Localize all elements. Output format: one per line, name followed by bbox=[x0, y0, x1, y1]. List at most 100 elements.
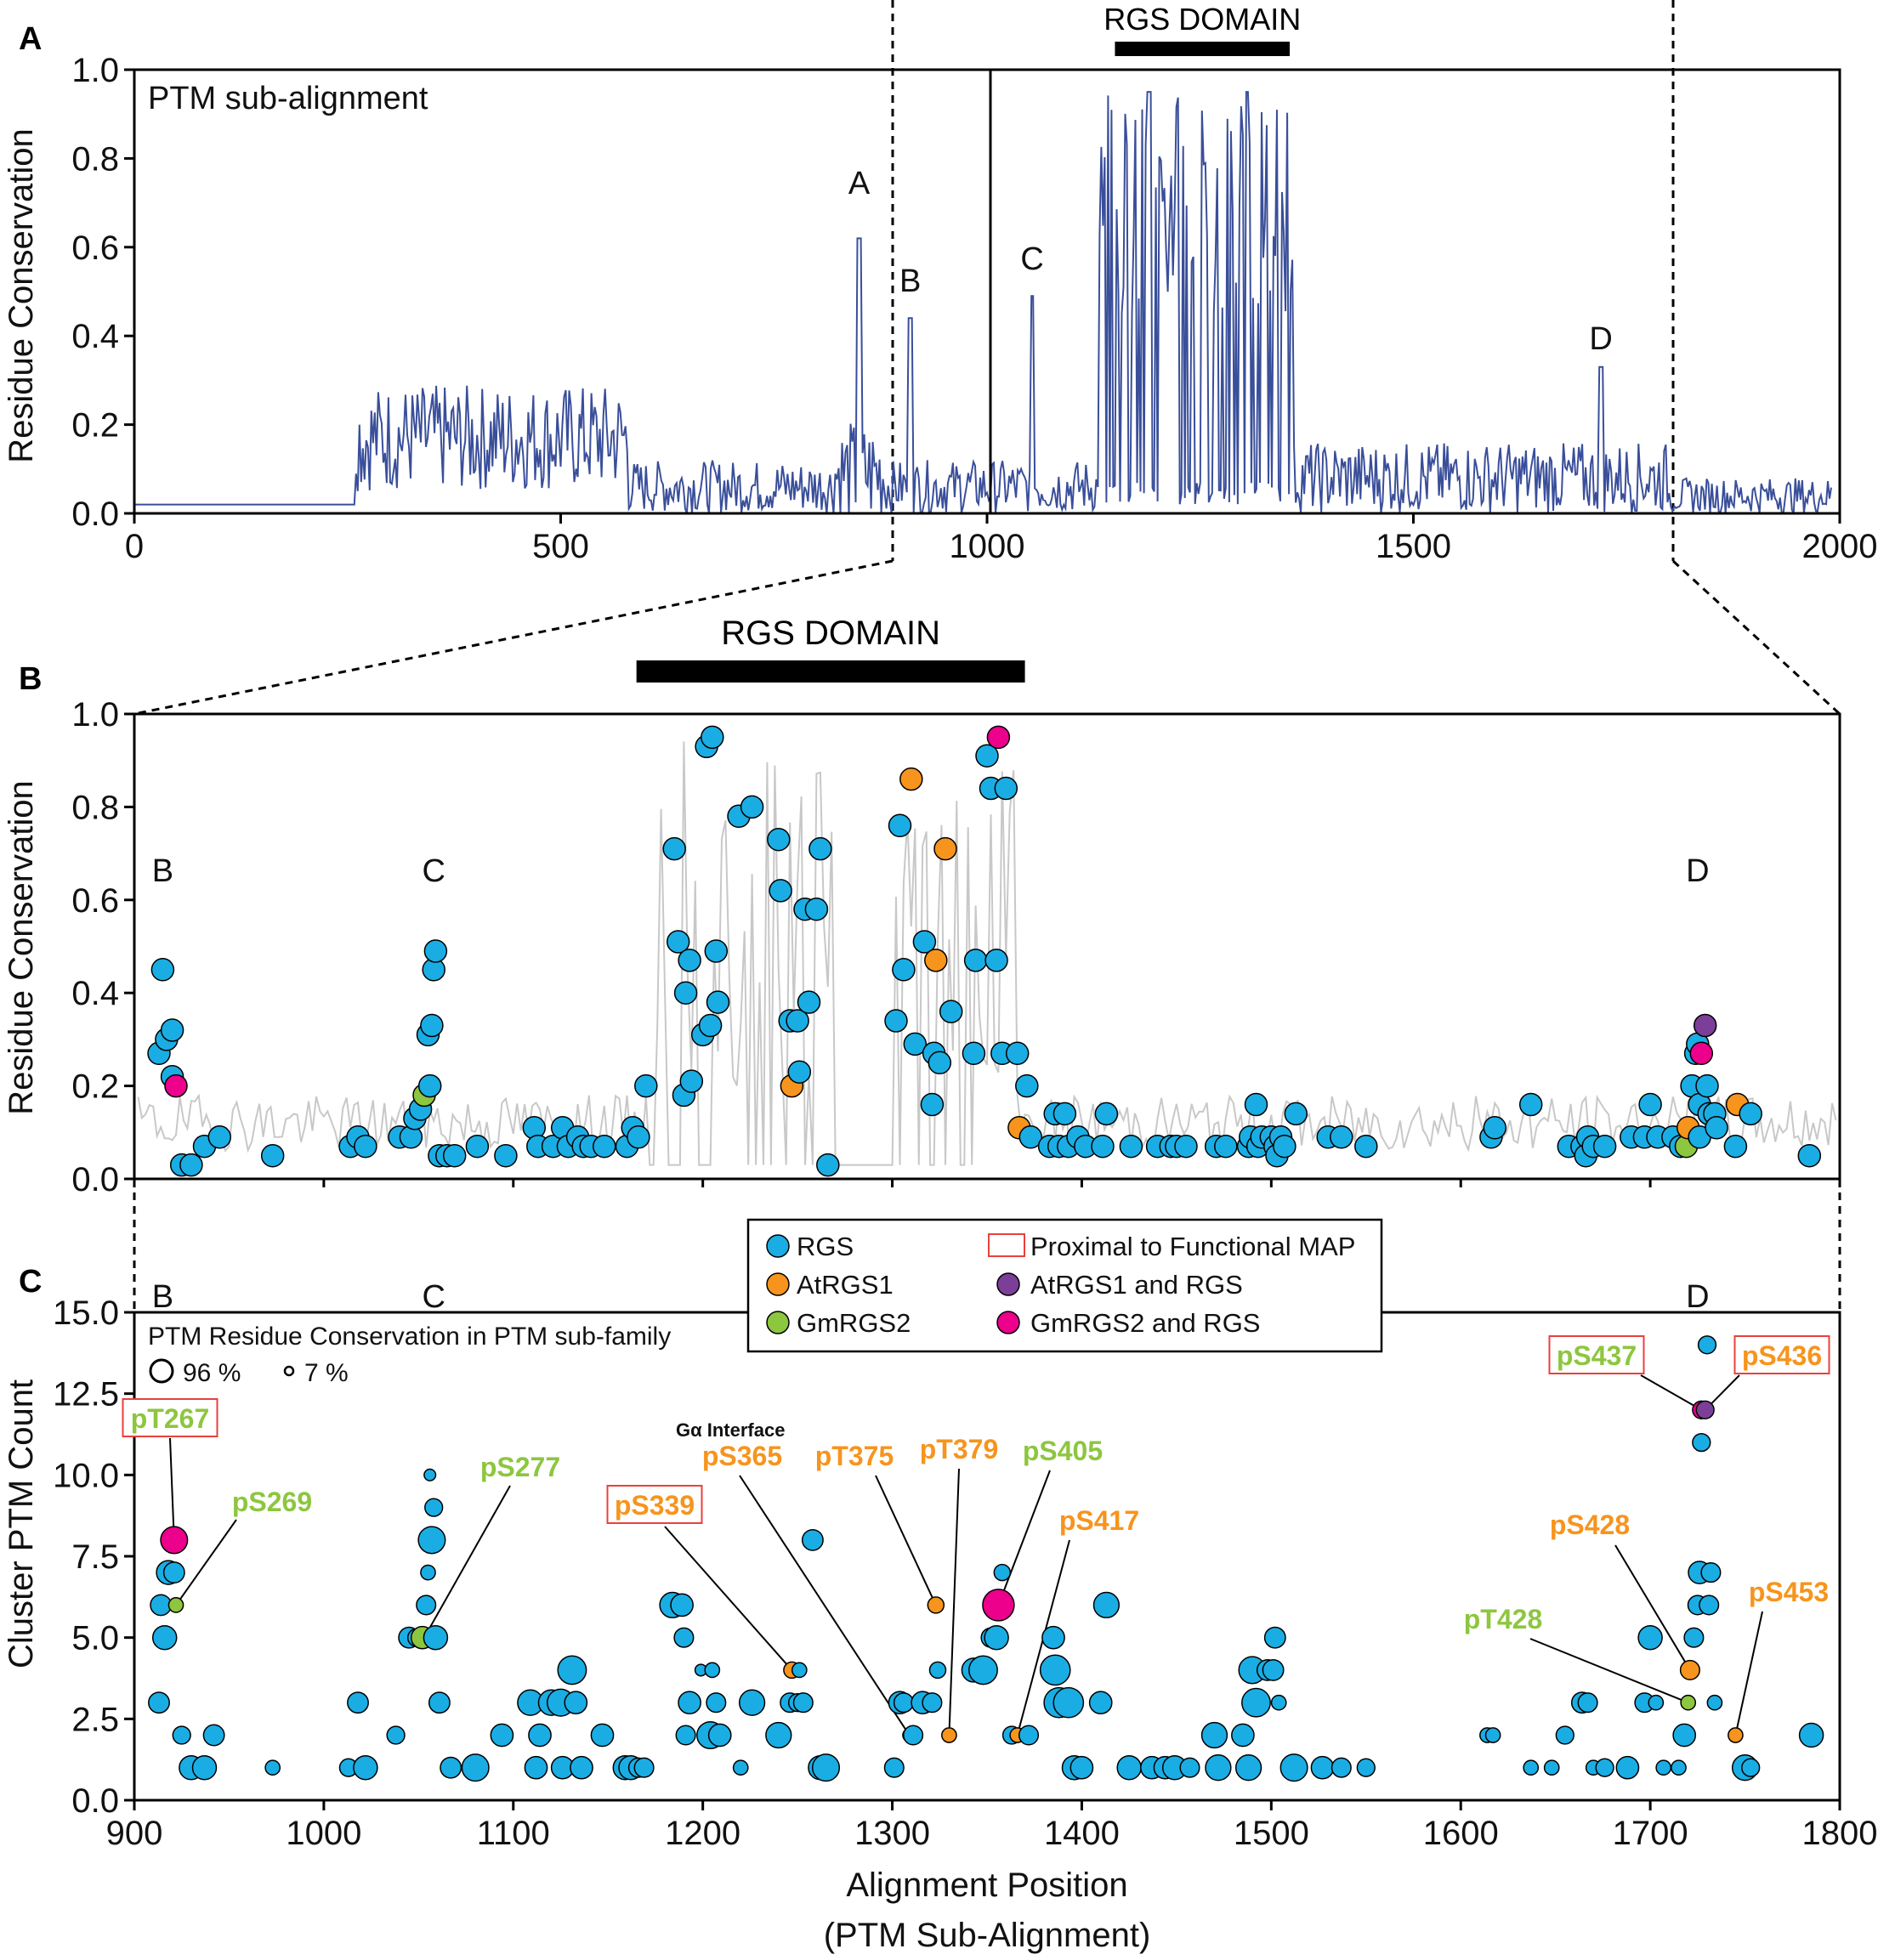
leader-line-ps365 bbox=[739, 1475, 911, 1736]
panel-b-point bbox=[809, 836, 832, 861]
dash-connector-left-diagonal bbox=[133, 559, 894, 716]
panel-c-point bbox=[1637, 1624, 1663, 1651]
panel-c-point bbox=[1069, 1755, 1094, 1780]
panel-c-point bbox=[524, 1755, 548, 1780]
panel-c-ylabel: Cluster PTM Count bbox=[3, 1379, 40, 1668]
panel-c-point bbox=[928, 1661, 947, 1680]
ptm-label-ps453: pS453 bbox=[1749, 1577, 1829, 1607]
leader-line-pt379 bbox=[948, 1468, 960, 1736]
panel-c-point bbox=[347, 1691, 369, 1714]
panel-c-point bbox=[148, 1691, 170, 1714]
panel-c-point bbox=[160, 1526, 189, 1555]
panel-c-point bbox=[416, 1595, 437, 1616]
panel-c-xtick-label: 1700 bbox=[1613, 1815, 1688, 1852]
proximal-box-ps339 bbox=[606, 1485, 703, 1524]
panel-c-point bbox=[1741, 1758, 1761, 1777]
panel-b-point bbox=[704, 939, 729, 963]
ptm-label-ps365: pS365 bbox=[702, 1441, 782, 1471]
rgs-domain-label-a: RGS DOMAIN bbox=[1104, 2, 1301, 37]
leader-line-ps269 bbox=[175, 1519, 237, 1606]
panel-b-ytick-label: 1.0 bbox=[71, 696, 119, 734]
panel-b-point bbox=[975, 744, 999, 768]
ptm-label-ps436: pS436 bbox=[1742, 1340, 1822, 1371]
panel-c-point bbox=[1700, 1562, 1722, 1583]
panel-c-region-label-d: D bbox=[1686, 1279, 1709, 1315]
panel-c-point bbox=[893, 1692, 914, 1714]
panel-b-point bbox=[420, 1013, 444, 1038]
panel-a-ytick-label: 1.0 bbox=[71, 52, 119, 89]
panel-a-peak-labels: A B C D bbox=[848, 166, 1613, 357]
legend: RGS AtRGS1 GmRGS2 Proximal to Functional… bbox=[746, 1218, 1383, 1353]
leader-line-ps277 bbox=[423, 1485, 511, 1639]
panel-b-ytick-label: 0.8 bbox=[71, 789, 119, 826]
panel-c-point bbox=[1692, 1432, 1711, 1453]
panel-a-ytick-label: 0.0 bbox=[71, 496, 119, 533]
panel-a-peak-label-c: C bbox=[1020, 241, 1043, 277]
panel-b-point bbox=[1091, 1134, 1115, 1158]
panel-a-ytick-label: 0.8 bbox=[71, 140, 119, 178]
ptm-label-pt379: pT379 bbox=[920, 1434, 998, 1464]
panel-c-point bbox=[1241, 1687, 1271, 1718]
panel-c-xlabel-2: (PTM Sub-Alignment) bbox=[824, 1917, 1151, 1954]
panel-b-point bbox=[899, 767, 923, 791]
panel-b-point bbox=[698, 1013, 723, 1038]
panel-c-point bbox=[982, 1589, 1015, 1622]
panel-b-point bbox=[986, 725, 1011, 750]
panel-a-letter: A bbox=[19, 21, 42, 57]
panel-b-point bbox=[804, 897, 829, 921]
panel-b-ylabel: Residue Conservation bbox=[3, 780, 40, 1115]
legend-gmrgs2-rgs-label: GmRGS2 and RGS bbox=[1030, 1308, 1260, 1338]
panel-b-point bbox=[207, 1125, 232, 1149]
legend-proximal-marker bbox=[988, 1233, 1025, 1257]
panel-c-point bbox=[564, 1691, 588, 1715]
panel-b-axes: 0.0 0.2 0.4 0.6 0.8 1.0 bbox=[71, 696, 1841, 1198]
proximal-box-pt267 bbox=[122, 1398, 218, 1437]
panel-c-point bbox=[1231, 1723, 1255, 1748]
panel-b-point bbox=[1214, 1134, 1238, 1158]
panel-b-region-labels: B C D bbox=[152, 853, 1710, 889]
panel-c-points bbox=[148, 1335, 1824, 1782]
panel-c-point bbox=[707, 1723, 732, 1748]
panel-b-point bbox=[1354, 1134, 1378, 1158]
leader-line-ps453 bbox=[1734, 1611, 1763, 1736]
panel-c-ytick-label: 2.5 bbox=[71, 1701, 119, 1738]
leader-line-ps437 bbox=[1640, 1374, 1702, 1411]
leader-line-pt267 bbox=[169, 1437, 175, 1540]
panel-b-point bbox=[1244, 1092, 1268, 1117]
panel-c-ytick-label: 7.5 bbox=[71, 1538, 119, 1576]
panel-c-point bbox=[670, 1593, 694, 1617]
panel-b-point bbox=[1015, 1073, 1039, 1098]
panel-c-point bbox=[704, 1662, 721, 1679]
panel-c-xtick-label: 1100 bbox=[477, 1815, 550, 1852]
panel-b-point bbox=[160, 1018, 184, 1042]
panel-b-point bbox=[984, 949, 1008, 972]
panel-c-point bbox=[1655, 1759, 1672, 1776]
panel-a-ytick-label: 0.4 bbox=[71, 318, 119, 355]
panel-b-point bbox=[1592, 1134, 1617, 1158]
panel-c-point bbox=[1039, 1654, 1071, 1686]
panel-b-point bbox=[627, 1125, 650, 1149]
panel-b-point bbox=[1094, 1102, 1119, 1126]
panel-b-ytick-label: 0.4 bbox=[71, 975, 119, 1012]
panel-c-point bbox=[1672, 1723, 1697, 1748]
panel-c-point bbox=[162, 1561, 185, 1584]
panel-c-point bbox=[1615, 1755, 1640, 1780]
panel-b-point bbox=[1638, 1092, 1662, 1117]
panel-c-point bbox=[673, 1627, 695, 1648]
panel-b-ytick-label: 0.0 bbox=[71, 1161, 119, 1198]
panel-b-point bbox=[740, 795, 764, 819]
panel-b-point bbox=[787, 1060, 812, 1084]
panel-a-xtick-label: 500 bbox=[532, 528, 589, 565]
panel-a-axes: 0 500 1000 1500 2000 0.0 0.2 0.4 0.6 0.8 1.0 bbox=[71, 52, 1877, 565]
panel-c-point bbox=[1680, 1694, 1697, 1711]
panel-c-axes: 0.0 2.5 5.0 7.5 10.0 12.5 15.0 900 1000 1100 1200 1… bbox=[53, 1294, 1877, 1852]
legend-rgs-marker bbox=[766, 1234, 790, 1258]
panel-c-point bbox=[590, 1723, 615, 1748]
panel-c-leader-lines bbox=[169, 1374, 1763, 1736]
panel-c-point bbox=[417, 1526, 446, 1555]
panel-c-point bbox=[968, 1655, 998, 1685]
panel-b-point bbox=[1518, 1092, 1543, 1117]
panel-a-xtick-label: 1000 bbox=[950, 528, 1025, 565]
panel-c-point bbox=[420, 1564, 436, 1581]
